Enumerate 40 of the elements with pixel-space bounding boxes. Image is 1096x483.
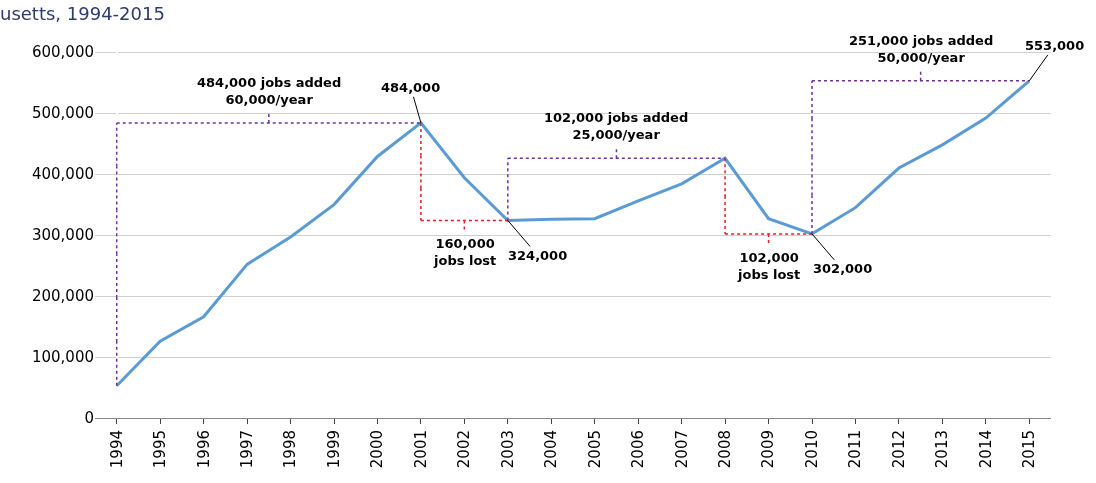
x-tick-label: 2014: [976, 430, 995, 469]
x-tick-label: 2012: [889, 430, 908, 469]
x-tick-label: 1994: [107, 430, 126, 469]
annotation: 160,000 jobs lost: [433, 236, 497, 268]
annotation: 102,000 jobs lost: [737, 250, 801, 282]
x-tick-label: 2003: [498, 430, 517, 469]
x-tick-label: 2007: [672, 430, 691, 469]
x-tick-label: 1996: [194, 430, 213, 469]
x-tick-label: 2006: [629, 430, 648, 469]
data-label: 302,000: [813, 261, 873, 276]
x-tick-label: 1995: [151, 430, 170, 469]
x-tick-label: 2015: [1020, 430, 1039, 469]
chart-title: usetts, 1994-2015: [0, 2, 165, 24]
x-tick-label: 2004: [542, 430, 561, 469]
x-tick-label: 2013: [933, 430, 952, 469]
y-tick-label: 500,000: [31, 104, 94, 123]
x-tick-label: 2005: [585, 430, 604, 469]
x-tick-label: 2008: [715, 430, 734, 469]
y-tick-label: 400,000: [31, 165, 94, 184]
y-tick-label: 100,000: [31, 348, 94, 367]
y-tick-label: 0: [84, 409, 94, 428]
data-label: 484,000: [381, 80, 441, 95]
x-tick-label: 1998: [281, 430, 300, 469]
x-tick-label: 1999: [324, 430, 343, 469]
y-tick-label: 200,000: [31, 287, 94, 306]
x-tick-label: 2000: [368, 430, 387, 469]
x-tick-label: 2011: [846, 430, 865, 469]
y-tick-label: 300,000: [31, 226, 94, 245]
x-tick-label: 1997: [237, 430, 256, 469]
annotation: 484,000 jobs added 60,000/year: [197, 75, 342, 107]
annotation: 251,000 jobs added 50,000/year: [849, 33, 994, 65]
x-tick-label: 2001: [411, 430, 430, 469]
line-series: [115, 79, 1031, 388]
y-tick-label: 600,000: [31, 43, 94, 62]
data-label: 324,000: [508, 248, 568, 263]
x-tick-label: 2009: [759, 430, 778, 469]
annotation: 102,000 jobs added 25,000/year: [544, 110, 689, 142]
x-tick-label: 2002: [455, 430, 474, 469]
x-tick-label: 2010: [802, 430, 821, 469]
data-label: 553,000: [1025, 38, 1085, 53]
